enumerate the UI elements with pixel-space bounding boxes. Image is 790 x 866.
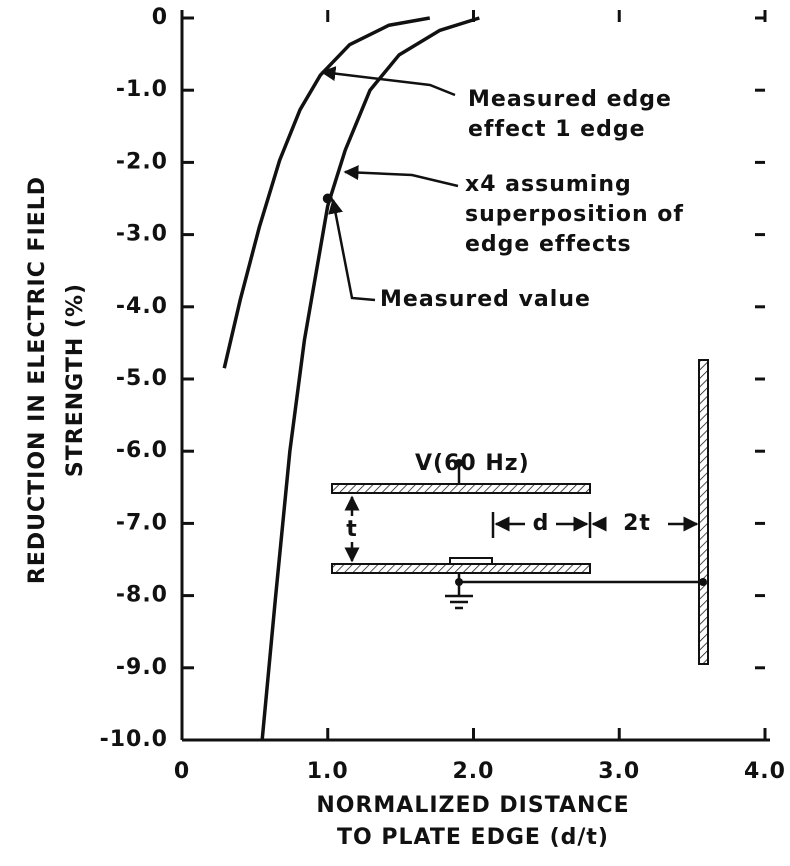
annotation: effect 1 edge xyxy=(468,117,646,142)
annotation: x4 assuming xyxy=(465,172,632,197)
y-tick-label: -2.0 xyxy=(116,149,168,174)
y-tick-label: -4.0 xyxy=(116,294,168,319)
y-axis-label: STRENGTH (%) xyxy=(63,283,88,477)
node xyxy=(699,578,707,586)
x-axis-label: TO PLATE EDGE (d/t) xyxy=(337,825,609,850)
side-plate-hatch xyxy=(699,360,708,664)
annotation: Measured edge xyxy=(468,87,672,112)
y-tick-label: -1.0 xyxy=(116,77,168,102)
point-label: Measured value xyxy=(380,287,591,312)
y-tick-label: -7.0 xyxy=(116,510,168,535)
inset-diagram: V(60 Hz) t d 2t xyxy=(331,359,709,665)
x-tick-label: 0 xyxy=(174,759,190,784)
y-tick-label: -10.0 xyxy=(100,727,168,752)
leaders xyxy=(320,66,459,302)
distance-label: d xyxy=(533,511,550,536)
y-tick-label: -9.0 xyxy=(116,655,168,680)
terminal-dot xyxy=(455,459,463,467)
ground xyxy=(445,594,473,610)
gap-label: t xyxy=(346,517,358,542)
leader-1 xyxy=(320,66,456,97)
leader-3 xyxy=(328,198,376,302)
y-tick-label: -6.0 xyxy=(116,438,168,463)
y-axis-label: REDUCTION IN ELECTRIC FIELD xyxy=(25,176,50,584)
y-tick-label: -8.0 xyxy=(116,583,168,608)
top-plate-hatch xyxy=(332,484,590,493)
node xyxy=(455,578,463,586)
x-axis-label: NORMALIZED DISTANCE xyxy=(316,793,629,818)
x-tick-label: 4.0 xyxy=(744,759,786,784)
axes xyxy=(180,10,770,742)
offset-label: 2t xyxy=(623,511,651,536)
leader-2 xyxy=(343,165,459,188)
bottom-plate-hatch xyxy=(332,564,590,573)
y-tick-label: -5.0 xyxy=(116,366,168,391)
x-tick-label: 2.0 xyxy=(453,759,495,784)
voltage-label: V(60 Hz) xyxy=(415,451,530,476)
y-tick-label: -3.0 xyxy=(116,222,168,247)
series-line xyxy=(260,16,480,741)
annotation: edge effects xyxy=(465,232,632,257)
measured-point xyxy=(322,193,333,204)
x-tick-label: 1.0 xyxy=(307,759,349,784)
y-tick-label: 0 xyxy=(152,5,168,30)
x-tick-label: 3.0 xyxy=(598,759,640,784)
annotation: superposition of xyxy=(465,202,684,227)
series-line xyxy=(222,16,431,369)
